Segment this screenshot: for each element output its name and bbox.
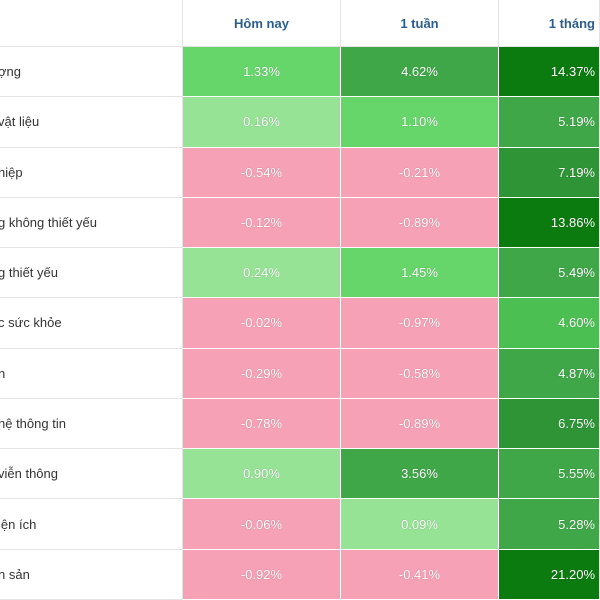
sector-label: n sản xyxy=(0,549,183,600)
cell-today: 0.24% xyxy=(183,248,341,299)
cell-month: 5.19% xyxy=(499,97,600,148)
sector-label: vật liệu xyxy=(0,97,183,148)
cell-today: 0.16% xyxy=(183,97,341,148)
cell-today: -0.02% xyxy=(183,298,341,349)
sector-label-text: hệ thông tin xyxy=(0,415,66,431)
cell-today: -0.78% xyxy=(183,398,341,450)
sector-label-text: n xyxy=(0,366,5,381)
cell-today: -0.06% xyxy=(183,499,341,550)
cell-month: 21.20% xyxy=(499,549,600,600)
sector-label: g thiết yếu xyxy=(0,248,183,299)
header-1-month[interactable]: 1 tháng xyxy=(499,0,600,47)
sector-label-text: c sức khỏe xyxy=(0,315,62,331)
cell-today: 1.33% xyxy=(183,47,341,98)
cell-week: -0.97% xyxy=(341,298,499,349)
cell-month: 5.55% xyxy=(499,449,600,500)
cell-month: 6.75% xyxy=(499,398,600,450)
cell-month: 4.60% xyxy=(499,298,600,349)
sector-label-text: g không thiết yếu xyxy=(0,214,98,230)
header-sector-cell xyxy=(0,0,183,47)
cell-week: 1.45% xyxy=(341,248,499,299)
sector-label: c sức khỏe xyxy=(0,298,183,349)
sector-label: hiệp xyxy=(0,147,183,198)
cell-week: -0.21% xyxy=(341,147,499,198)
sector-label: iện ích xyxy=(0,499,183,550)
sector-label-text: iện ích xyxy=(0,516,37,532)
header-1-week[interactable]: 1 tuần xyxy=(341,0,499,47)
cell-week: -0.89% xyxy=(341,197,499,249)
sector-label: g không thiết yếu xyxy=(0,197,183,249)
cell-week: 0.09% xyxy=(341,499,499,550)
cell-today: -0.92% xyxy=(183,549,341,600)
cell-month: 4.87% xyxy=(499,348,600,399)
cell-week: 4.62% xyxy=(341,47,499,98)
cell-today: -0.54% xyxy=(183,147,341,198)
sector-label: hệ thông tin xyxy=(0,398,183,450)
cell-week: 1.10% xyxy=(341,97,499,148)
sector-label-text: viễn thông xyxy=(0,466,58,482)
cell-week: -0.41% xyxy=(341,549,499,600)
cell-today: 0.90% xyxy=(183,449,341,500)
cell-month: 5.28% xyxy=(499,499,600,550)
sector-label-text: g thiết yếu xyxy=(0,265,58,281)
sector-label-text: ợng xyxy=(0,64,21,80)
sector-label: n xyxy=(0,348,183,399)
cell-today: -0.29% xyxy=(183,348,341,399)
cell-today: -0.12% xyxy=(183,197,341,249)
cell-month: 14.37% xyxy=(499,47,600,98)
cell-month: 5.49% xyxy=(499,248,600,299)
sector-label-text: n sản xyxy=(0,566,30,582)
sector-label-text: vật liệu xyxy=(0,114,40,130)
header-today[interactable]: Hôm nay xyxy=(183,0,341,47)
cell-week: -0.58% xyxy=(341,348,499,399)
sector-label: ợng xyxy=(0,47,183,98)
cell-month: 13.86% xyxy=(499,197,600,249)
cell-month: 7.19% xyxy=(499,147,600,198)
sector-label: viễn thông xyxy=(0,449,183,500)
cell-week: -0.89% xyxy=(341,398,499,450)
cell-week: 3.56% xyxy=(341,449,499,500)
sector-label-text: hiệp xyxy=(0,164,23,180)
